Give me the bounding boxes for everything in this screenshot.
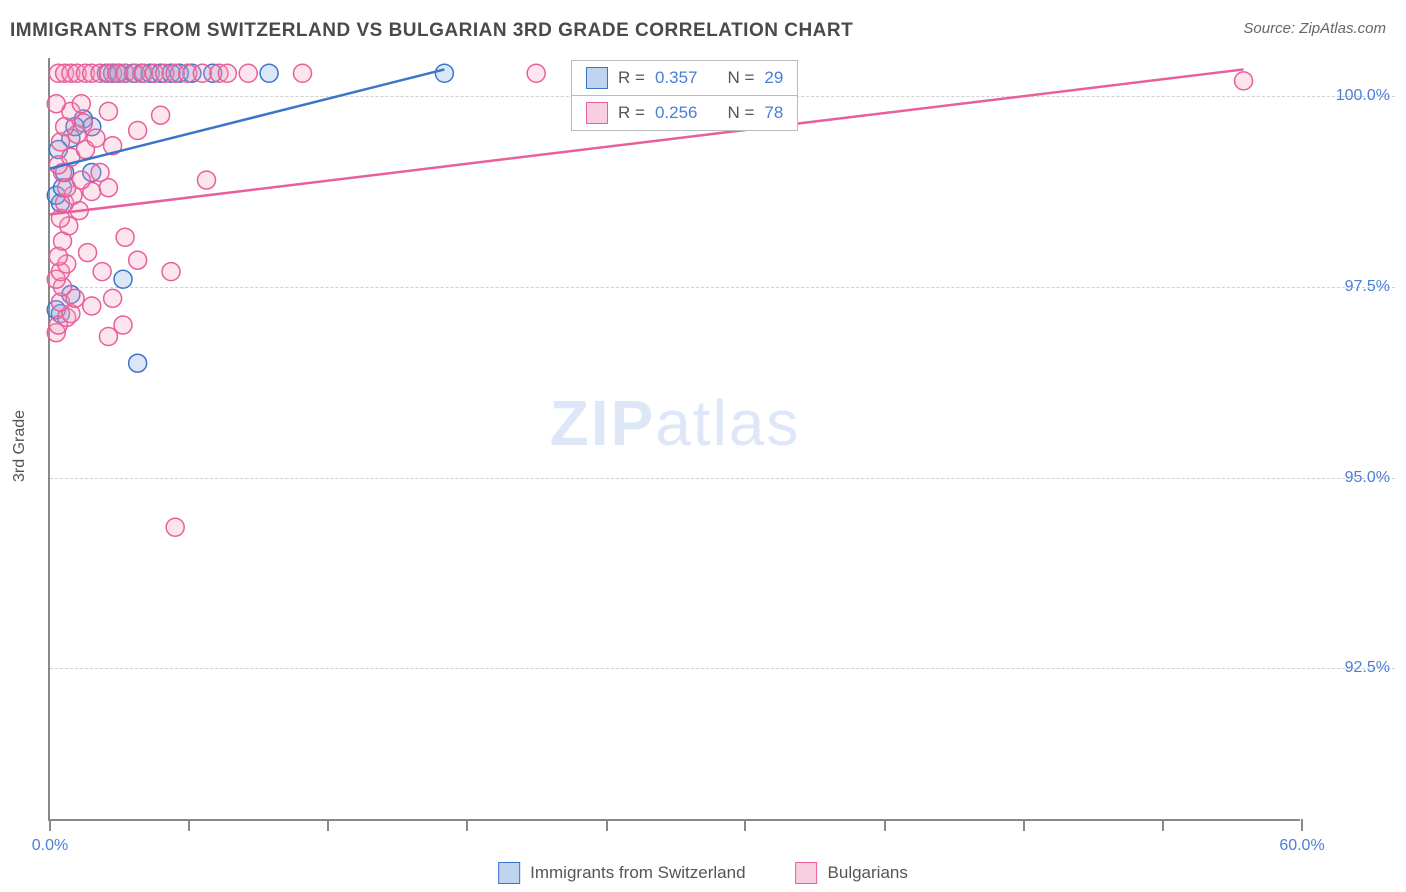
scatter-point: [162, 263, 180, 281]
legend-series-label: Bulgarians: [828, 863, 908, 883]
legend-n-label: N =: [727, 103, 754, 123]
plot-area: 92.5%95.0%97.5%100.0% 0.0%60.0% ZIPatlas…: [48, 58, 1300, 821]
legend-series-item: Immigrants from Switzerland: [498, 862, 745, 884]
y-tick-label: 100.0%: [1336, 87, 1390, 105]
scatter-point: [129, 354, 147, 372]
chart-header: IMMIGRANTS FROM SWITZERLAND VS BULGARIAN…: [10, 20, 1386, 42]
x-tick: [188, 819, 190, 831]
series-legend: Immigrants from Switzerland Bulgarians: [498, 862, 908, 884]
scatter-point: [47, 95, 65, 113]
scatter-point: [72, 95, 90, 113]
legend-r-label: R =: [618, 103, 645, 123]
scatter-point: [72, 171, 90, 189]
source-attribution: Source: ZipAtlas.com: [1243, 20, 1386, 37]
x-tick-label: 60.0%: [1279, 837, 1324, 855]
scatter-point: [239, 64, 257, 82]
scatter-point: [218, 64, 236, 82]
x-tick: [327, 819, 329, 831]
scatter-point: [152, 106, 170, 124]
legend-n-label: N =: [727, 68, 754, 88]
scatter-point: [99, 327, 117, 345]
y-tick-label: 97.5%: [1345, 278, 1390, 296]
legend-series-item: Bulgarians: [796, 862, 908, 884]
legend-swatch: [586, 67, 608, 89]
scatter-point: [93, 263, 111, 281]
x-tick: [49, 819, 51, 831]
x-tick: [606, 819, 608, 831]
scatter-point: [435, 64, 453, 82]
legend-n-value: 78: [764, 103, 783, 123]
source-name: ZipAtlas.com: [1299, 20, 1386, 37]
scatter-point: [198, 171, 216, 189]
scatter-point: [99, 179, 117, 197]
x-tick: [1162, 819, 1164, 831]
scatter-point: [104, 289, 122, 307]
scatter-point: [114, 270, 132, 288]
y-tick-label: 92.5%: [1345, 659, 1390, 677]
legend-row: R = 0.357 N = 29: [572, 61, 797, 95]
y-tick-label: 95.0%: [1345, 469, 1390, 487]
x-tick: [466, 819, 468, 831]
legend-swatch: [586, 102, 608, 124]
x-tick: [1301, 819, 1303, 831]
scatter-point: [293, 64, 311, 82]
scatter-point: [129, 251, 147, 269]
scatter-point: [1235, 72, 1253, 90]
x-tick: [744, 819, 746, 831]
legend-row: R = 0.256 N = 78: [572, 95, 797, 130]
legend-r-value: 0.256: [655, 103, 698, 123]
correlation-legend: R = 0.357 N = 29 R = 0.256 N = 78: [571, 60, 798, 131]
scatter-point: [166, 518, 184, 536]
scatter-point: [527, 64, 545, 82]
scatter-point: [83, 297, 101, 315]
x-tick: [884, 819, 886, 831]
scatter-point: [114, 316, 132, 334]
scatter-point: [99, 102, 117, 120]
scatter-point: [87, 129, 105, 147]
y-axis-label: 3rd Grade: [11, 410, 29, 482]
chart-title: IMMIGRANTS FROM SWITZERLAND VS BULGARIAN…: [10, 20, 853, 42]
x-tick-label: 0.0%: [32, 837, 68, 855]
scatter-point: [116, 228, 134, 246]
legend-swatch: [498, 862, 520, 884]
source-label: Source:: [1243, 20, 1299, 37]
legend-swatch: [796, 862, 818, 884]
legend-n-value: 29: [764, 68, 783, 88]
scatter-point: [79, 244, 97, 262]
scatter-point: [260, 64, 278, 82]
scatter-svg: [50, 58, 1300, 819]
legend-r-label: R =: [618, 68, 645, 88]
x-tick: [1023, 819, 1025, 831]
legend-r-value: 0.357: [655, 68, 698, 88]
scatter-point: [193, 64, 211, 82]
legend-series-label: Immigrants from Switzerland: [530, 863, 745, 883]
scatter-point: [129, 121, 147, 139]
